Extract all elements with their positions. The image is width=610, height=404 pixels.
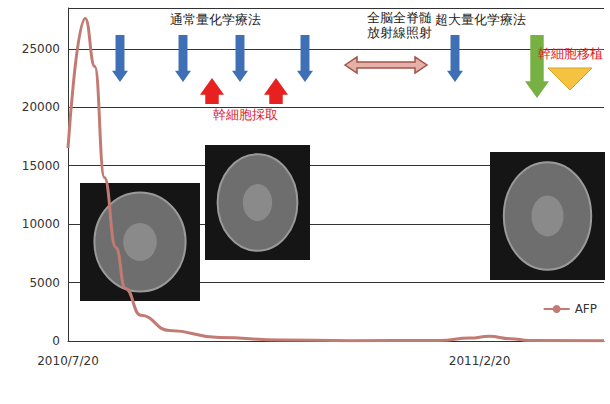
svg-text:2010/7/20: 2010/7/20 — [37, 354, 99, 368]
svg-text:2011/2/20: 2011/2/20 — [449, 354, 511, 368]
svg-text:20000: 20000 — [22, 100, 60, 114]
svg-text:放射線照射: 放射線照射 — [367, 25, 432, 40]
svg-text:10000: 10000 — [22, 217, 60, 231]
svg-text:25000: 25000 — [22, 42, 60, 56]
svg-text:幹細胞移植: 幹細胞移植 — [538, 46, 603, 61]
svg-text:15000: 15000 — [22, 159, 60, 173]
svg-text:0: 0 — [52, 334, 60, 348]
svg-text:AFP: AFP — [575, 302, 597, 316]
svg-text:幹細胞採取: 幹細胞採取 — [213, 107, 278, 122]
svg-text:5000: 5000 — [29, 276, 60, 290]
svg-text:超大量化学療法: 超大量化学療法 — [435, 12, 526, 27]
svg-text:通常量化学療法: 通常量化学療法 — [170, 12, 261, 27]
svg-text:全脳全脊髄: 全脳全脊髄 — [367, 10, 432, 25]
